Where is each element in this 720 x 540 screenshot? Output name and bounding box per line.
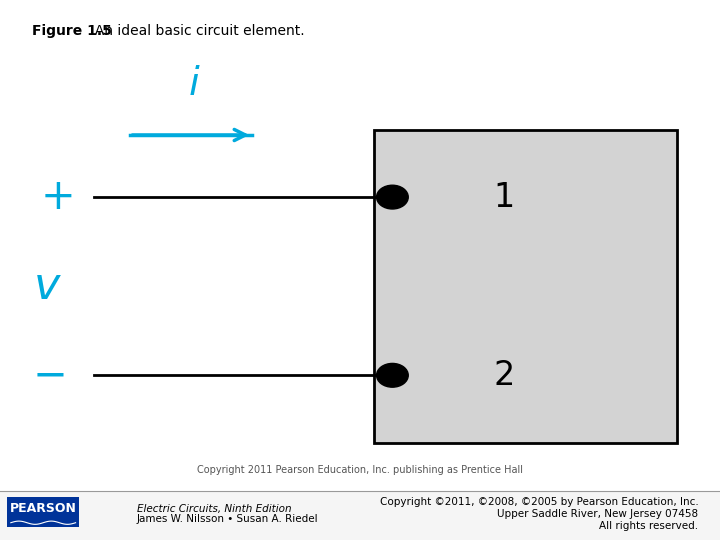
Text: Electric Circuits, Ninth Edition: Electric Circuits, Ninth Edition bbox=[137, 504, 292, 514]
Text: 1: 1 bbox=[493, 180, 515, 214]
Text: PEARSON: PEARSON bbox=[10, 502, 76, 516]
Text: 2: 2 bbox=[493, 359, 515, 392]
Bar bbox=[374, 130, 677, 443]
Circle shape bbox=[377, 185, 408, 209]
Text: v: v bbox=[34, 265, 60, 308]
Text: +: + bbox=[40, 176, 75, 218]
Text: −: − bbox=[33, 354, 68, 396]
Bar bbox=[0, 491, 720, 540]
Text: James W. Nilsson • Susan A. Riedel: James W. Nilsson • Susan A. Riedel bbox=[137, 515, 318, 524]
Text: Copyright ©2011, ©2008, ©2005 by Pearson Education, Inc.
Upper Saddle River, New: Copyright ©2011, ©2008, ©2005 by Pearson… bbox=[379, 497, 698, 531]
Text: Figure 1.5: Figure 1.5 bbox=[32, 24, 112, 38]
Text: Copyright 2011 Pearson Education, Inc. publishing as Prentice Hall: Copyright 2011 Pearson Education, Inc. p… bbox=[197, 465, 523, 475]
Bar bbox=[7, 497, 79, 526]
Text: An ideal basic circuit element.: An ideal basic circuit element. bbox=[86, 24, 305, 38]
Text: i: i bbox=[189, 65, 199, 103]
Circle shape bbox=[377, 363, 408, 387]
